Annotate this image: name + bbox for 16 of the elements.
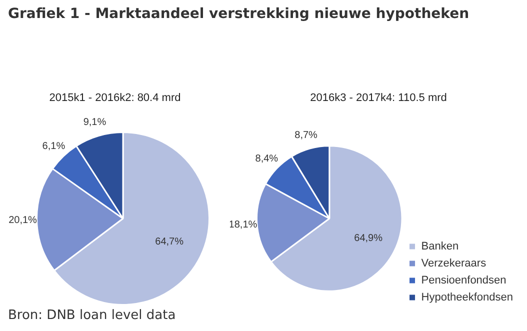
legend-label: Verzekeraars bbox=[421, 258, 487, 270]
data-label: 9,1% bbox=[83, 117, 106, 128]
text: Grafiek 1 - Marktaandeel verstrekking nieuwe hypotheken bbox=[8, 6, 470, 22]
data-label: 8,4% bbox=[255, 154, 278, 164]
data-label: 8,7% bbox=[294, 130, 318, 141]
chart-subtitle: 2015k1 - 2016k2: 80.4 mrd bbox=[48, 92, 182, 106]
legend-label: Banken bbox=[421, 240, 459, 253]
data-label: 20,1% bbox=[8, 214, 38, 226]
chart-subtitle: 2016k3 - 2017k4: 110.5 mrd bbox=[309, 92, 448, 106]
data-label: 6,1% bbox=[42, 140, 66, 152]
data-label: 64,9% bbox=[354, 232, 383, 244]
legend-label: Pensioenfondsen bbox=[421, 274, 506, 287]
text: Bron: DNB loan level data bbox=[8, 308, 176, 323]
data-label: 18,1% bbox=[228, 219, 258, 230]
data-label: 64,7% bbox=[155, 236, 184, 248]
legend-label: Hypotheekfondsen bbox=[421, 292, 513, 304]
